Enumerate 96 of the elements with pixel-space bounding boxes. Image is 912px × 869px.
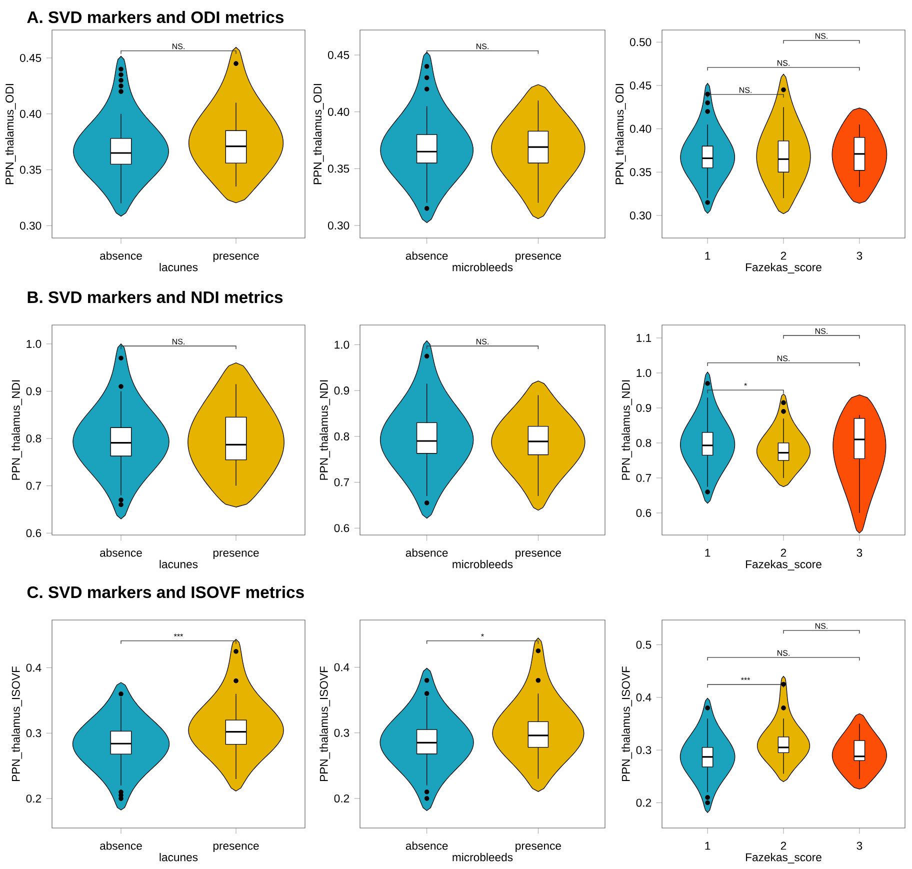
annotation: NS. (476, 44, 488, 50)
x-axis-title: lacunes (160, 262, 198, 272)
y-axis-title: PPN_thalamus_NDI (320, 380, 330, 480)
y-tick-label: 0.5 (636, 640, 652, 649)
x-tick-label: 2 (780, 252, 786, 260)
annotation: * (744, 383, 747, 386)
annotation: *** (174, 634, 184, 636)
x-tick-label: presence (213, 254, 259, 262)
annotation: NS. (777, 650, 790, 656)
y-axis-title: PPN_thalamus_NDI (622, 380, 632, 480)
y-tick-label: 0.35 (630, 168, 652, 176)
annotation: *** (740, 677, 750, 680)
annotation: NS. (777, 356, 790, 362)
x-tick-label: 3 (856, 548, 862, 557)
y-tick-label: 0.45 (328, 51, 350, 60)
x-tick-label: 1 (705, 842, 710, 850)
x-axis-title: Fazekas_score (746, 560, 822, 570)
x-axis-title: lacunes (160, 560, 198, 568)
y-tick-label: 0.4 (636, 693, 652, 702)
y-tick-label: 0.2 (636, 798, 652, 807)
chart-title: A. SVD markers and ODI metrics (27, 10, 284, 24)
y-tick-label: 0.3 (334, 728, 350, 737)
y-tick-label: 0.40 (328, 108, 350, 116)
y-tick-label: 0.4 (26, 664, 42, 672)
y-tick-label: 0.30 (20, 222, 42, 230)
y-axis-title: PPN_thalamus_ISOVF (622, 666, 632, 782)
y-tick-label: 0.8 (636, 438, 652, 447)
x-tick-label: 1 (705, 548, 710, 557)
x-axis-title: microbleeds (452, 560, 513, 568)
y-tick-label: 0.35 (328, 164, 350, 173)
y-tick-label: 0.40 (630, 124, 652, 133)
chart-title: C. SVD markers and ISOVF metrics (27, 586, 304, 598)
x-tick-label: presence (213, 844, 259, 852)
y-tick-label: 0.40 (20, 110, 42, 118)
y-tick-label: 0.30 (328, 221, 350, 230)
y-tick-label: 0.8 (26, 434, 42, 443)
y-tick-label: 0.2 (26, 794, 42, 803)
x-tick-label: 3 (856, 842, 862, 850)
y-tick-label: 0.7 (334, 478, 350, 486)
annotation: NS. (172, 44, 184, 50)
x-axis-title: microbleeds (452, 262, 513, 272)
x-tick-label: absence (100, 548, 142, 557)
x-tick-label: presence (516, 550, 561, 560)
y-tick-label: 0.6 (334, 524, 350, 532)
x-tick-label: 2 (780, 842, 786, 850)
x-tick-label: absence (100, 251, 142, 260)
annotation: NS. (740, 87, 752, 93)
y-tick-label: 0.6 (636, 508, 652, 517)
annotation: NS. (476, 338, 488, 344)
y-tick-label: 1.0 (334, 340, 350, 349)
annotation: NS. (815, 328, 828, 334)
x-axis-title: Fazekas_score (746, 852, 822, 864)
x-tick-label: presence (516, 844, 561, 852)
y-tick-label: 0.6 (26, 529, 42, 538)
x-tick-label: absence (406, 548, 448, 557)
y-tick-label: 0.9 (334, 386, 350, 395)
x-axis-title: lacunes (160, 852, 198, 862)
y-tick-label: 0.9 (636, 404, 652, 412)
y-tick-label: 0.3 (636, 746, 652, 754)
annotation: * (481, 634, 484, 637)
y-tick-label: 0.7 (26, 482, 42, 490)
annotation: NS. (777, 60, 790, 66)
x-axis-title: microbleeds (452, 852, 513, 862)
x-tick-label: 1 (705, 252, 710, 260)
y-axis-title: PPN_thalamus_ODI (313, 84, 324, 184)
x-tick-label: absence (100, 841, 142, 850)
y-tick-label: 0.2 (334, 794, 350, 802)
y-tick-label: 0.45 (630, 81, 652, 90)
y-tick-label: 0.9 (26, 387, 42, 396)
y-axis-title: PPN_thalamus_ODI (5, 84, 16, 184)
y-tick-label: 0.35 (20, 166, 42, 174)
x-axis-title: Fazekas_score (746, 262, 822, 274)
y-tick-label: 0.30 (630, 211, 652, 220)
y-tick-label: 0.3 (26, 729, 42, 738)
annotation: NS. (815, 33, 828, 39)
x-tick-label: 2 (780, 548, 786, 557)
x-tick-label: presence (213, 550, 259, 560)
y-tick-label: 1.1 (636, 334, 652, 342)
y-tick-label: 0.8 (334, 432, 350, 440)
y-axis-title: PPN_thalamus_ISOVF (12, 666, 22, 782)
chart-title: B. SVD markers and NDI metrics (28, 290, 283, 304)
y-axis-title: PPN_thalamus_NDI (12, 380, 22, 480)
y-tick-label: 0.7 (636, 474, 652, 482)
annotation: NS. (172, 338, 184, 344)
x-tick-label: absence (406, 251, 448, 260)
x-tick-label: absence (406, 841, 448, 850)
y-tick-label: 0.4 (334, 663, 350, 672)
y-axis-title: PPN_thalamus_ISOVF (320, 666, 330, 782)
annotation: NS. (815, 623, 828, 629)
y-axis-title: PPN_thalamus_ODI (615, 84, 626, 184)
x-tick-label: 3 (856, 252, 862, 260)
y-tick-label: 0.45 (20, 54, 42, 62)
x-tick-label: presence (516, 254, 561, 262)
y-tick-label: 1.0 (636, 368, 652, 377)
y-tick-label: 0.50 (630, 38, 652, 46)
y-tick-label: 1.0 (26, 340, 42, 348)
